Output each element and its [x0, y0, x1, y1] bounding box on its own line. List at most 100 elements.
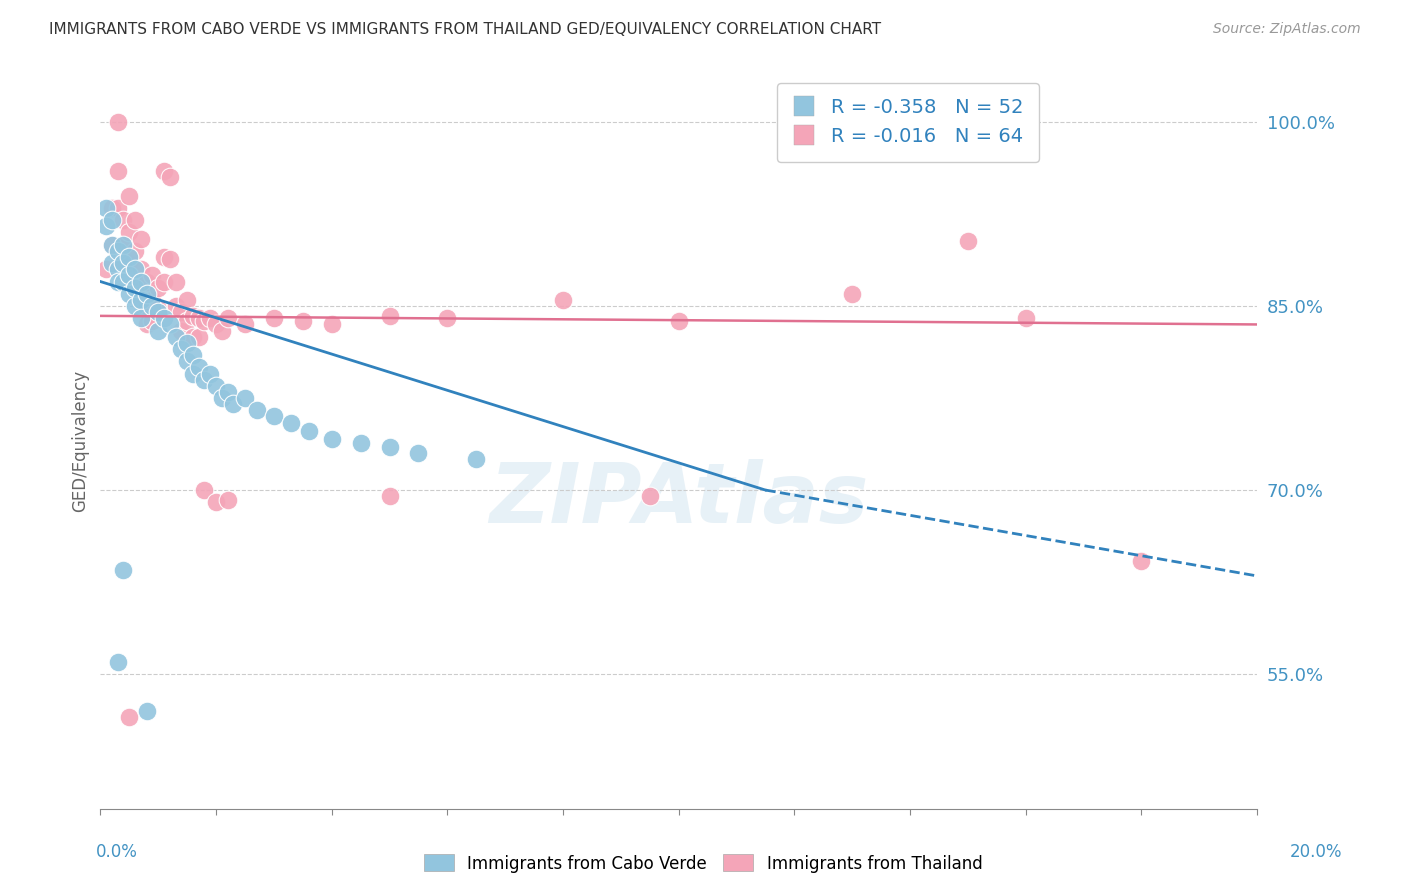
Point: [176, 314, 198, 328]
Text: 20.0%: 20.0%: [1291, 843, 1343, 861]
Point: [170, 324, 193, 338]
Point: [297, 424, 319, 438]
Point: [153, 250, 176, 264]
Point: [176, 354, 198, 368]
Point: [135, 275, 157, 289]
Point: [124, 244, 146, 258]
Point: [101, 256, 124, 270]
Point: [165, 275, 187, 289]
Point: [107, 201, 129, 215]
Point: [129, 262, 152, 277]
Point: [956, 234, 979, 248]
Point: [222, 397, 245, 411]
Point: [170, 342, 193, 356]
Point: [193, 314, 215, 328]
Point: [1015, 311, 1038, 326]
Point: [124, 299, 146, 313]
Point: [263, 311, 285, 326]
Text: IMMIGRANTS FROM CABO VERDE VS IMMIGRANTS FROM THAILAND GED/EQUIVALENCY CORRELATI: IMMIGRANTS FROM CABO VERDE VS IMMIGRANTS…: [49, 22, 882, 37]
Point: [148, 305, 170, 319]
Point: [176, 335, 198, 350]
Point: [321, 318, 343, 332]
Point: [107, 275, 129, 289]
Point: [124, 262, 146, 277]
Point: [245, 403, 267, 417]
Point: [193, 483, 215, 497]
Point: [378, 489, 401, 503]
Point: [181, 367, 204, 381]
Point: [551, 293, 574, 307]
Legend: R = -0.358   N = 52, R = -0.016   N = 64: R = -0.358 N = 52, R = -0.016 N = 64: [776, 83, 1039, 161]
Point: [107, 655, 129, 669]
Text: 0.0%: 0.0%: [96, 843, 138, 861]
Point: [129, 311, 152, 326]
Point: [217, 492, 239, 507]
Point: [141, 268, 163, 283]
Point: [217, 384, 239, 399]
Point: [129, 293, 152, 307]
Point: [118, 286, 141, 301]
Point: [378, 309, 401, 323]
Point: [118, 188, 141, 202]
Point: [118, 256, 141, 270]
Point: [112, 237, 135, 252]
Point: [378, 440, 401, 454]
Point: [112, 256, 135, 270]
Point: [176, 293, 198, 307]
Point: [233, 391, 256, 405]
Point: [159, 252, 181, 267]
Point: [181, 329, 204, 343]
Point: [141, 314, 163, 328]
Text: Source: ZipAtlas.com: Source: ZipAtlas.com: [1213, 22, 1361, 37]
Point: [165, 329, 187, 343]
Point: [159, 318, 181, 332]
Point: [148, 280, 170, 294]
Point: [408, 446, 430, 460]
Point: [170, 305, 193, 319]
Point: [321, 432, 343, 446]
Point: [129, 275, 152, 289]
Point: [129, 231, 152, 245]
Point: [349, 436, 371, 450]
Point: [141, 293, 163, 307]
Point: [112, 213, 135, 227]
Point: [124, 275, 146, 289]
Point: [181, 309, 204, 323]
Point: [465, 452, 488, 467]
Point: [211, 391, 233, 405]
Point: [187, 329, 209, 343]
Text: ZIPAtlas: ZIPAtlas: [489, 459, 869, 541]
Legend: Immigrants from Cabo Verde, Immigrants from Thailand: Immigrants from Cabo Verde, Immigrants f…: [418, 847, 988, 880]
Point: [153, 311, 176, 326]
Point: [107, 244, 129, 258]
Point: [668, 314, 690, 328]
Point: [94, 219, 117, 234]
Y-axis label: GED/Equivalency: GED/Equivalency: [72, 370, 89, 512]
Point: [181, 348, 204, 362]
Point: [118, 250, 141, 264]
Point: [193, 373, 215, 387]
Point: [107, 115, 129, 129]
Point: [112, 275, 135, 289]
Point: [205, 318, 228, 332]
Point: [124, 213, 146, 227]
Point: [107, 262, 129, 277]
Point: [153, 164, 176, 178]
Point: [135, 299, 157, 313]
Point: [217, 311, 239, 326]
Point: [118, 268, 141, 283]
Point: [118, 710, 141, 724]
Point: [101, 201, 124, 215]
Point: [205, 379, 228, 393]
Point: [841, 286, 863, 301]
Point: [436, 311, 458, 326]
Point: [107, 164, 129, 178]
Point: [94, 262, 117, 277]
Point: [112, 237, 135, 252]
Point: [153, 275, 176, 289]
Point: [638, 489, 661, 503]
Point: [135, 704, 157, 718]
Point: [112, 256, 135, 270]
Point: [291, 314, 314, 328]
Point: [129, 286, 152, 301]
